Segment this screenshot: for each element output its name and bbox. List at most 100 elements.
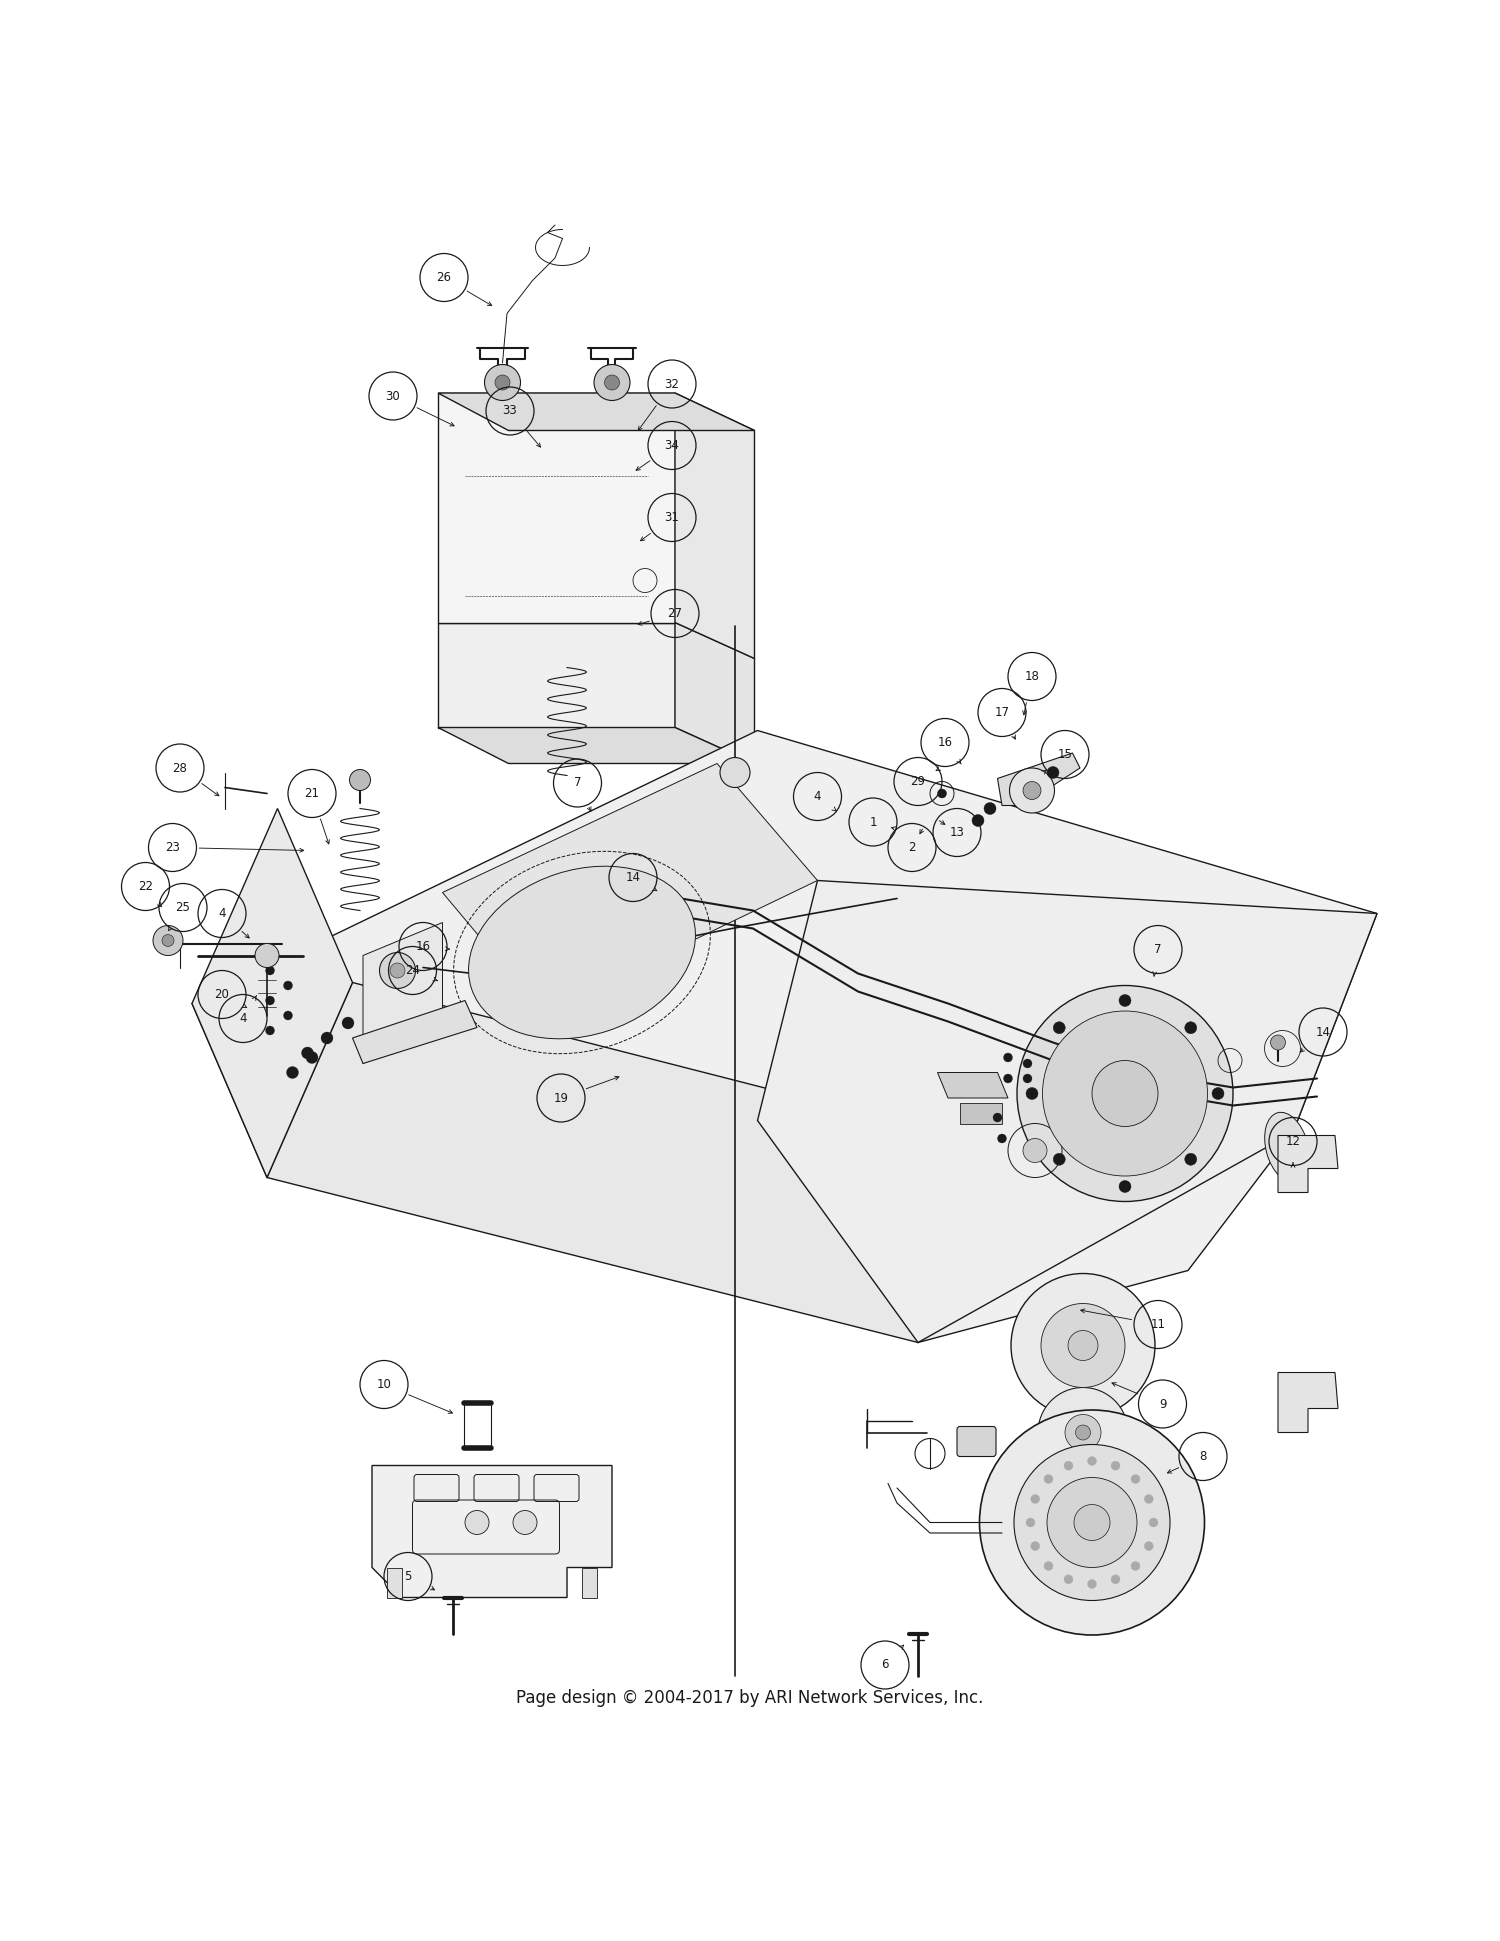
Circle shape (1010, 769, 1054, 813)
Polygon shape (938, 1073, 1008, 1099)
Circle shape (1023, 1139, 1047, 1163)
Circle shape (1112, 1574, 1120, 1584)
Circle shape (1149, 1518, 1158, 1528)
Circle shape (1065, 1415, 1101, 1450)
Text: 22: 22 (138, 879, 153, 893)
Polygon shape (582, 1568, 597, 1597)
Circle shape (972, 815, 984, 827)
Polygon shape (438, 392, 675, 623)
Text: 5: 5 (405, 1570, 411, 1584)
Polygon shape (192, 809, 352, 1178)
Polygon shape (192, 730, 1377, 1343)
Text: 4: 4 (219, 906, 225, 920)
Circle shape (1023, 1060, 1032, 1068)
Circle shape (302, 1046, 313, 1060)
Circle shape (1185, 1021, 1197, 1035)
Text: 7: 7 (1155, 943, 1161, 957)
Text: 1: 1 (868, 815, 876, 829)
Polygon shape (998, 753, 1080, 806)
Text: ARI: ARI (603, 926, 897, 1075)
Text: 18: 18 (1024, 670, 1039, 683)
Text: 14: 14 (1316, 1025, 1330, 1038)
Circle shape (1041, 1304, 1125, 1388)
Circle shape (1026, 1087, 1038, 1099)
Text: 13: 13 (950, 827, 964, 839)
Circle shape (495, 375, 510, 390)
Text: 10: 10 (376, 1378, 392, 1392)
Polygon shape (960, 1102, 1002, 1124)
Text: 34: 34 (664, 439, 680, 452)
Circle shape (1053, 1021, 1065, 1035)
Circle shape (1088, 1456, 1096, 1465)
Polygon shape (442, 763, 818, 1013)
Circle shape (1044, 1475, 1053, 1483)
Circle shape (266, 996, 274, 1005)
Circle shape (1064, 1574, 1072, 1584)
Circle shape (1131, 1561, 1140, 1570)
Polygon shape (387, 1568, 402, 1597)
Polygon shape (675, 623, 754, 763)
Text: 19: 19 (554, 1091, 568, 1104)
Circle shape (1042, 1011, 1208, 1176)
Circle shape (1112, 1462, 1120, 1469)
Ellipse shape (1264, 1112, 1310, 1182)
Text: 14: 14 (626, 872, 640, 883)
Text: 4: 4 (240, 1011, 246, 1025)
FancyBboxPatch shape (957, 1427, 996, 1456)
Circle shape (1004, 1073, 1013, 1083)
Circle shape (998, 1134, 1006, 1143)
Circle shape (1088, 1580, 1096, 1588)
Circle shape (938, 788, 946, 798)
Polygon shape (1278, 1372, 1338, 1432)
Text: 25: 25 (176, 901, 190, 914)
Polygon shape (438, 728, 754, 763)
Text: 28: 28 (172, 761, 188, 774)
Circle shape (1131, 1475, 1140, 1483)
Text: 26: 26 (436, 272, 451, 283)
Circle shape (306, 1052, 318, 1064)
Text: 16: 16 (938, 736, 952, 749)
Circle shape (720, 757, 750, 788)
Text: 23: 23 (165, 840, 180, 854)
Text: 24: 24 (405, 965, 420, 976)
Circle shape (993, 1112, 1002, 1122)
Text: 11: 11 (1150, 1318, 1166, 1332)
Text: 32: 32 (664, 377, 680, 390)
Circle shape (390, 963, 405, 978)
Circle shape (1017, 986, 1233, 1201)
Circle shape (1068, 1330, 1098, 1361)
Polygon shape (675, 392, 754, 658)
Text: 27: 27 (668, 608, 682, 619)
Circle shape (1030, 1495, 1039, 1504)
Circle shape (1074, 1504, 1110, 1541)
Circle shape (380, 953, 416, 988)
Circle shape (513, 1510, 537, 1535)
Text: 16: 16 (416, 939, 430, 953)
Circle shape (1023, 1073, 1032, 1083)
Circle shape (1144, 1495, 1154, 1504)
Circle shape (1185, 1153, 1197, 1165)
Circle shape (604, 375, 619, 390)
Polygon shape (267, 982, 998, 1343)
Circle shape (465, 1510, 489, 1535)
Circle shape (162, 934, 174, 947)
Circle shape (255, 943, 279, 967)
Polygon shape (438, 623, 675, 728)
Polygon shape (1278, 1135, 1338, 1192)
Text: 4: 4 (815, 790, 822, 804)
Circle shape (1047, 1477, 1137, 1568)
Circle shape (266, 967, 274, 974)
Text: Page design © 2004-2017 by ARI Network Services, Inc.: Page design © 2004-2017 by ARI Network S… (516, 1689, 984, 1706)
Polygon shape (363, 922, 442, 1064)
Circle shape (284, 980, 292, 990)
Circle shape (1119, 1180, 1131, 1192)
Text: 20: 20 (214, 988, 230, 1002)
Circle shape (1014, 1444, 1170, 1601)
Circle shape (1092, 1060, 1158, 1126)
Circle shape (1044, 1561, 1053, 1570)
Circle shape (1011, 1273, 1155, 1417)
Circle shape (350, 769, 370, 790)
Circle shape (1030, 1541, 1039, 1551)
Polygon shape (438, 392, 754, 431)
Circle shape (1212, 1087, 1224, 1099)
